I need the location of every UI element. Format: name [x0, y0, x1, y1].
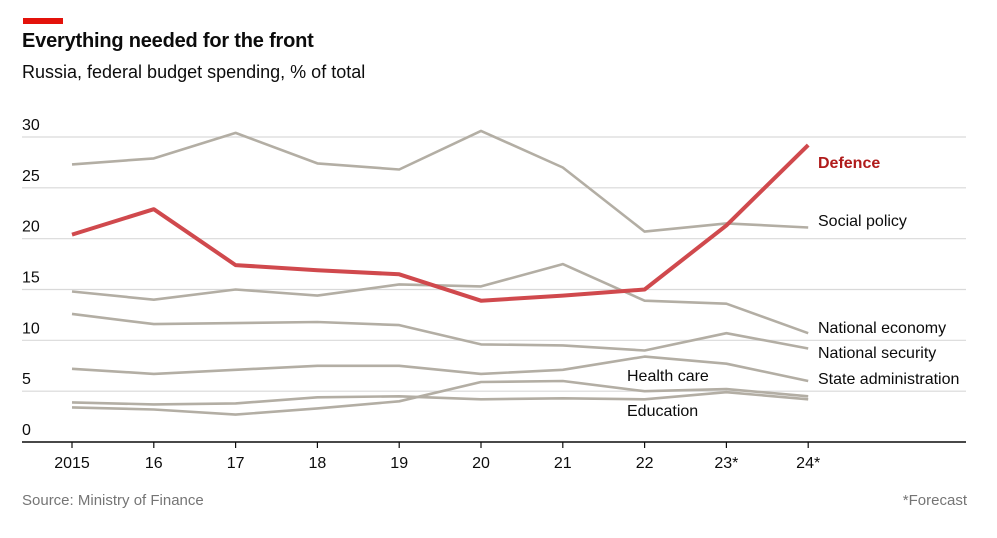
x-tick-label-22: 22	[636, 455, 654, 472]
series-line-defence	[71, 143, 810, 303]
x-tick-label-19: 19	[390, 455, 408, 472]
chart-title: Everything needed for the front	[22, 30, 314, 52]
series-line-national-security	[71, 312, 809, 352]
accent-bar	[23, 18, 63, 24]
series-line-state-administration	[71, 355, 809, 383]
chart-subtitle: Russia, federal budget spending, % of to…	[22, 62, 366, 82]
series-label-national-economy: National economy	[818, 320, 946, 337]
x-tick-label-24-forecast: 24*	[796, 455, 820, 472]
y-tick-label-10: 10	[22, 320, 40, 337]
series-label-defence: Defence	[818, 155, 880, 172]
series-line-health-care	[71, 379, 809, 416]
y-tick-label-0: 0	[22, 422, 31, 439]
series-label-health-care: Health care	[627, 368, 709, 385]
y-tick-label-30: 30	[22, 117, 40, 134]
y-tick-label-25: 25	[22, 168, 40, 185]
x-tick-label-17: 17	[227, 455, 245, 472]
series-label-state-administration: State administration	[818, 371, 959, 388]
x-tick-label-16: 16	[145, 455, 163, 472]
x-tick-label-2015: 2015	[54, 455, 90, 472]
x-tick-label-20: 20	[472, 455, 490, 472]
forecast-note: *Forecast	[902, 492, 967, 509]
series-label-national-security: National security	[818, 345, 936, 362]
series-lines	[71, 129, 810, 416]
x-tick-label-23-forecast: 23*	[714, 455, 738, 472]
y-tick-label-15: 15	[22, 270, 40, 287]
x-tick-label-18: 18	[309, 455, 327, 472]
gridlines	[22, 136, 966, 392]
x-axis: 2015 16 17 18 19 20 21 22 23* 24*	[22, 441, 966, 472]
x-tick-label-21: 21	[554, 455, 572, 472]
series-label-social-policy: Social policy	[818, 213, 907, 230]
series-label-education: Education	[627, 403, 698, 420]
source-note: Source: Ministry of Finance	[22, 492, 204, 509]
series-labels: Social policy National economy National se…	[627, 155, 959, 420]
y-tick-label-20: 20	[22, 219, 40, 236]
series-line-education	[71, 390, 809, 406]
y-tick-label-5: 5	[22, 371, 31, 388]
series-line-social-policy	[71, 129, 809, 233]
y-axis-tick-labels: 0 5 10 15 20 25 30	[22, 117, 40, 439]
